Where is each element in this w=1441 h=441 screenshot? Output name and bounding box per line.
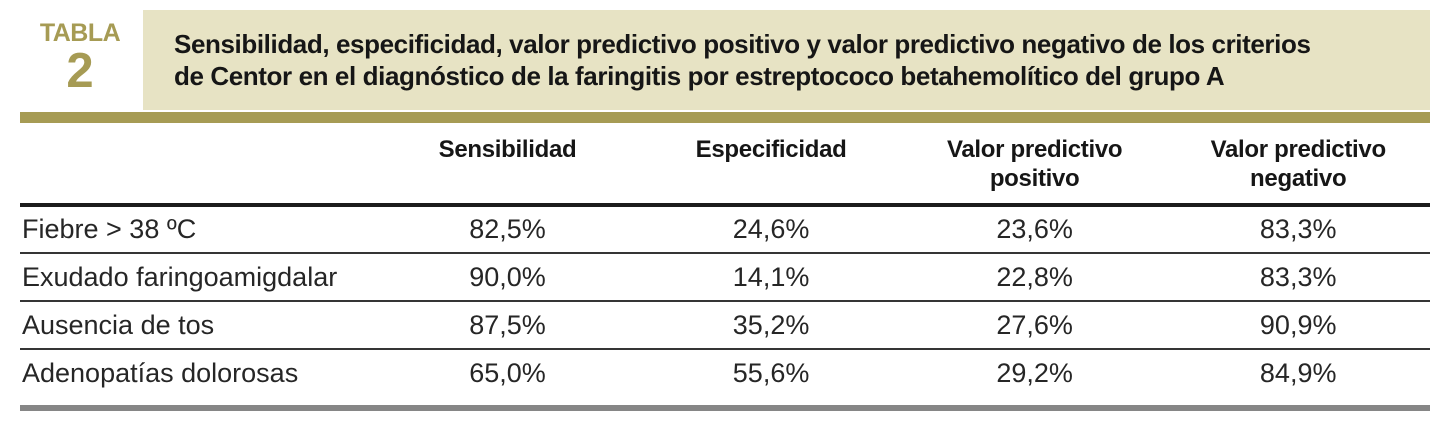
row-label: Exudado faringoamigdalar [20, 253, 376, 302]
table-title-line-1: Sensibilidad, especificidad, valor predi… [174, 29, 1311, 59]
cell-value: 35,2% [639, 301, 903, 350]
cell-value: 23,6% [902, 205, 1167, 254]
cell-value: 82,5% [375, 205, 640, 254]
table-body: Fiebre > 38 ºC 82,5% 24,6% 23,6% 83,3% E… [20, 205, 1430, 397]
table-row: Adenopatías dolorosas 65,0% 55,6% 29,2% … [20, 349, 1430, 397]
cell-value: 84,9% [1259, 358, 1337, 388]
table-header-row: Sensibilidad Especificidad Valor predict… [20, 123, 1430, 207]
table-header: Sensibilidad Especificidad Valor predict… [20, 123, 1430, 207]
table-row: Ausencia de tos 87,5% 35,2% 27,6% 90,9% [20, 301, 1430, 350]
cell-value: 83,3% [1166, 253, 1430, 302]
table-badge: TABLA 2 [28, 19, 132, 98]
table-title-box: Sensibilidad, especificidad, valor predi… [143, 10, 1430, 110]
table-bottom-rule [20, 405, 1430, 411]
table-badge-word: TABLA [39, 19, 121, 47]
table-row: Fiebre > 38 ºC 82,5% 24,6% 23,6% 83,3% [20, 205, 1430, 254]
cell-value: 27,6% [902, 301, 1167, 350]
cell-value: 22,8% [902, 253, 1167, 302]
row-label: Fiebre > 38 ºC [20, 205, 376, 254]
cell-value: 90,0% [375, 253, 640, 302]
cell-value: 55,6% [732, 358, 810, 388]
column-header-sensibilidad: Sensibilidad [375, 123, 640, 207]
cell-value: 65,0% [469, 358, 546, 388]
column-header-empty [20, 123, 376, 207]
table-title-line-2: de Centor en el diagnóstico de la faring… [174, 61, 1225, 91]
column-header-valor-predictivo-negativo: Valor predictivo negativo [1166, 123, 1430, 207]
cell-value: 83,3% [1166, 205, 1430, 254]
row-label: Adenopatías dolorosas [22, 358, 299, 388]
header-divider-bar [20, 112, 1430, 123]
table-badge-number: 2 [66, 44, 94, 98]
cell-value: 87,5% [375, 301, 640, 350]
centor-criteria-table: Sensibilidad Especificidad Valor predict… [20, 123, 1430, 397]
row-label: Ausencia de tos [20, 301, 376, 350]
table-row: Exudado faringoamigdalar 90,0% 14,1% 22,… [20, 253, 1430, 302]
column-header-especificidad: Especificidad [639, 123, 903, 207]
column-header-valor-predictivo-positivo: Valor predictivo positivo [902, 123, 1167, 207]
cell-value: 14,1% [639, 253, 903, 302]
cell-value: 24,6% [639, 205, 903, 254]
cell-value: 90,9% [1166, 301, 1430, 350]
cell-value: 29,2% [996, 358, 1073, 388]
